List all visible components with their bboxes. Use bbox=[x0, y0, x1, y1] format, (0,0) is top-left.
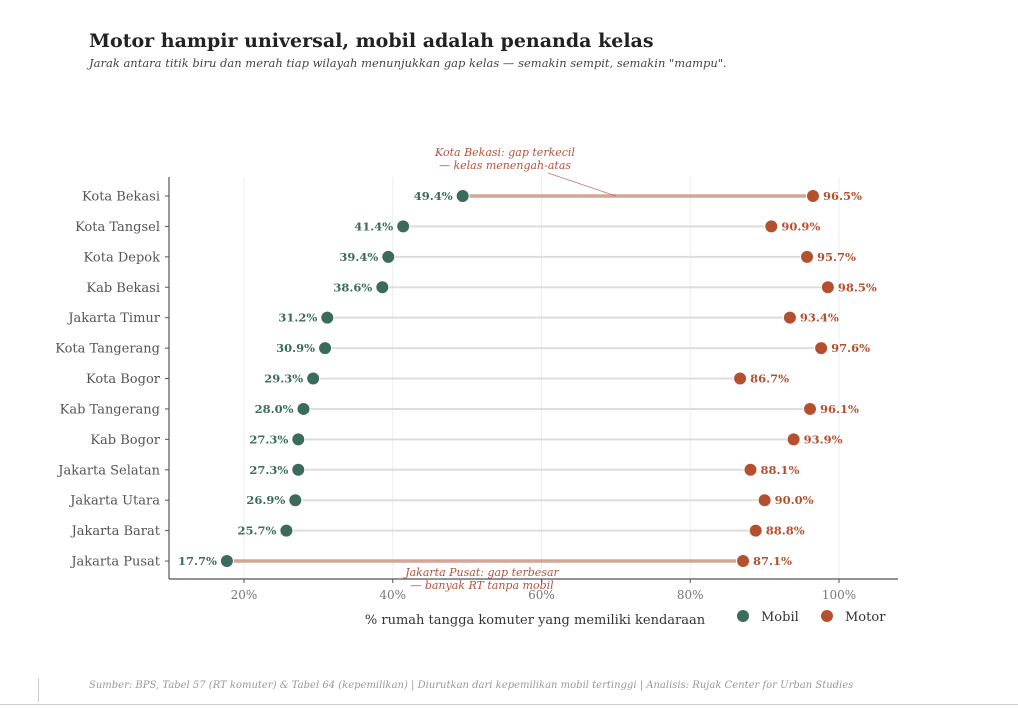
motor-point bbox=[733, 371, 748, 386]
motor-value-label: 86.7% bbox=[750, 372, 789, 386]
motor-value-label: 93.4% bbox=[800, 311, 839, 325]
footer-rule bbox=[0, 704, 1018, 705]
mobil-point bbox=[291, 462, 306, 477]
legend-mobil-marker bbox=[737, 610, 749, 622]
mobil-point bbox=[318, 341, 333, 356]
chart-subtitle: Jarak antara titik biru dan merah tiap w… bbox=[89, 56, 727, 70]
annotation-text: Kota Bekasi: gap terkecil bbox=[434, 146, 575, 159]
y-tick-label: Kota Tangsel bbox=[75, 220, 160, 235]
y-tick-label: Jakarta Barat bbox=[70, 524, 161, 539]
y-tick-label: Kota Bekasi bbox=[82, 190, 160, 205]
y-tick-label: Kab Bogor bbox=[90, 433, 160, 448]
motor-point bbox=[764, 219, 779, 234]
y-tick-label: Kota Depok bbox=[84, 250, 161, 265]
motor-value-label: 96.1% bbox=[820, 402, 859, 416]
motor-value-label: 95.7% bbox=[817, 250, 856, 264]
mobil-value-label: 39.4% bbox=[339, 250, 378, 264]
x-tick-label: 60% bbox=[528, 588, 555, 602]
legend-mobil-label: Mobil bbox=[761, 610, 799, 625]
mobil-value-label: 49.4% bbox=[414, 189, 453, 203]
y-tick-label: Jakarta Pusat bbox=[69, 555, 160, 570]
y-tick-label: Kota Tangerang bbox=[55, 342, 160, 357]
motor-point bbox=[820, 280, 835, 295]
motor-value-label: 96.5% bbox=[823, 189, 862, 203]
mobil-point bbox=[288, 493, 303, 508]
x-axis-label: % rumah tangga komuter yang memiliki ken… bbox=[365, 613, 706, 628]
y-tick-label: Jakarta Timur bbox=[66, 311, 160, 326]
mobil-value-label: 27.3% bbox=[249, 463, 288, 477]
mobil-point bbox=[291, 432, 306, 447]
x-tick-label: 100% bbox=[822, 588, 856, 602]
x-tick-label: 20% bbox=[231, 588, 258, 602]
mobil-value-label: 17.7% bbox=[178, 554, 217, 568]
annotation-layer: Kota Bekasi: gap terkecil— kelas menenga… bbox=[403, 146, 617, 592]
y-tick-label: Kota Bogor bbox=[86, 372, 161, 387]
motor-value-label: 88.1% bbox=[760, 463, 799, 477]
mobil-point bbox=[296, 401, 311, 416]
y-tick-label: Jakarta Selatan bbox=[56, 463, 160, 478]
footer-source: Sumber: BPS, Tabel 57 (RT komuter) & Tab… bbox=[89, 680, 854, 691]
motor-value-label: 97.6% bbox=[831, 341, 870, 355]
annotation-leader-line bbox=[547, 172, 617, 197]
mobil-point bbox=[375, 280, 390, 295]
legend-motor-label: Motor bbox=[845, 610, 886, 625]
motor-point bbox=[748, 523, 763, 538]
mobil-point bbox=[320, 310, 335, 325]
mobil-value-label: 31.2% bbox=[278, 311, 317, 325]
motor-point bbox=[757, 493, 772, 508]
annotation-text: — kelas menengah-atas bbox=[439, 159, 571, 172]
legend-motor-marker bbox=[821, 610, 833, 622]
mobil-value-label: 28.0% bbox=[255, 402, 294, 416]
footer-divider bbox=[38, 678, 39, 702]
chart-title: Motor hampir universal, mobil adalah pen… bbox=[89, 30, 654, 52]
y-tick-label: Jakarta Utara bbox=[68, 494, 160, 509]
motor-value-label: 90.9% bbox=[781, 219, 820, 233]
mobil-value-label: 38.6% bbox=[333, 280, 372, 294]
y-tick-label: Kab Bekasi bbox=[86, 281, 160, 296]
mobil-point bbox=[306, 371, 321, 386]
motor-value-label: 93.9% bbox=[804, 432, 843, 446]
label-layer: 49.4% 96.5% 41.4% 90.9% 39.4% 95.7% 38.6% 98.5%… bbox=[178, 189, 877, 568]
motor-point bbox=[782, 310, 797, 325]
mobil-point bbox=[455, 189, 470, 203]
motor-point bbox=[800, 249, 815, 264]
mobil-point bbox=[279, 523, 294, 538]
mobil-value-label: 41.4% bbox=[354, 219, 393, 233]
mobil-value-label: 25.7% bbox=[237, 524, 276, 538]
motor-point bbox=[802, 401, 817, 416]
legend: Mobil Motor bbox=[737, 610, 886, 625]
motor-value-label: 88.8% bbox=[766, 524, 805, 538]
motor-value-label: 87.1% bbox=[753, 554, 792, 568]
dot-layer bbox=[219, 189, 835, 569]
axis-layer: 20% 40% 60% 80% 100% Kota Bekasi Kota Tangsel K… bbox=[55, 177, 898, 602]
mobil-point bbox=[396, 219, 411, 234]
mobil-value-label: 30.9% bbox=[276, 341, 315, 355]
mobil-value-label: 27.3% bbox=[249, 432, 288, 446]
connector-layer bbox=[226, 194, 828, 563]
motor-point bbox=[736, 554, 751, 569]
mobil-point bbox=[219, 554, 234, 569]
x-tick-label: 40% bbox=[379, 588, 406, 602]
annotation-text: Jakarta Pusat: gap terbesar bbox=[403, 566, 559, 579]
motor-point bbox=[814, 341, 829, 356]
motor-point bbox=[805, 189, 820, 203]
annotation-text: — banyak RT tanpa mobil bbox=[410, 579, 554, 592]
x-tick-label: 80% bbox=[677, 588, 704, 602]
mobil-value-label: 26.9% bbox=[246, 493, 285, 507]
motor-point bbox=[786, 432, 801, 447]
y-tick-label: Kab Tangerang bbox=[60, 402, 160, 417]
mobil-value-label: 29.3% bbox=[264, 372, 303, 386]
mobil-point bbox=[381, 249, 396, 264]
motor-value-label: 98.5% bbox=[838, 280, 877, 294]
motor-point bbox=[743, 462, 758, 477]
motor-value-label: 90.0% bbox=[775, 493, 814, 507]
